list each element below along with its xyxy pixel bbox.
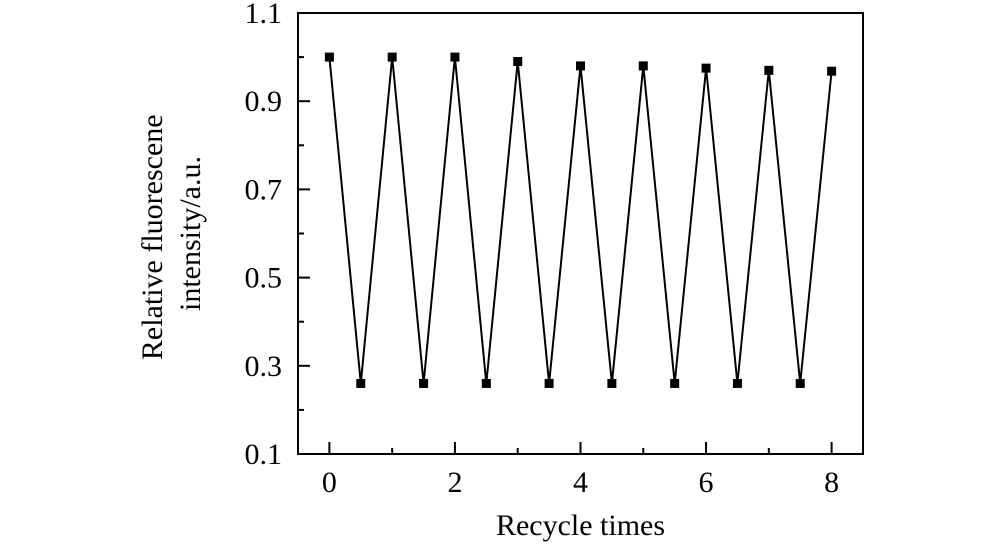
data-point-marker — [764, 65, 774, 75]
y-tick-label: 1.1 — [245, 0, 283, 30]
data-point-marker — [795, 378, 805, 388]
x-tick-label: 8 — [824, 466, 839, 499]
y-tick-label: 0.5 — [245, 262, 283, 295]
y-axis-title: Relative fluorescene intensity/a.u. — [136, 107, 207, 360]
data-point-marker — [701, 63, 711, 73]
data-point-marker — [387, 52, 397, 62]
y-tick-label: 0.1 — [245, 438, 283, 471]
y-tick-label: 0.3 — [245, 350, 283, 383]
x-tick-label: 6 — [699, 466, 714, 499]
data-point-marker — [356, 378, 366, 388]
y-tick-label: 0.9 — [245, 85, 283, 118]
x-tick-label: 2 — [447, 466, 462, 499]
y-axis-title-line-1: Relative fluorescene — [136, 114, 169, 360]
plot-frame — [297, 12, 864, 455]
y-axis-title-line-2: intensity/a.u. — [174, 156, 207, 311]
labels-layer: 0 2 4 6 8 0.1 0.3 0.5 0.7 0.9 1.1 — [245, 0, 840, 499]
data-point-marker — [419, 378, 429, 388]
data-point-marker — [732, 378, 742, 388]
y-tick-label: 0.7 — [245, 173, 283, 206]
data-point-marker — [324, 52, 334, 62]
data-point-marker — [450, 52, 460, 62]
data-point-marker — [607, 378, 617, 388]
x-tick-label: 0 — [322, 466, 337, 499]
x-axis-title: Recycle times — [496, 509, 665, 542]
data-point-marker — [827, 66, 837, 76]
data-point-marker — [576, 61, 585, 71]
x-tick-label: 4 — [573, 466, 588, 499]
data-point-marker — [638, 61, 648, 71]
data-point-marker — [481, 378, 491, 388]
data-point-marker — [544, 378, 554, 388]
data-point-marker — [670, 378, 680, 388]
markers-layer — [324, 52, 837, 388]
series-line — [328, 57, 833, 384]
data-point-marker — [513, 57, 523, 67]
